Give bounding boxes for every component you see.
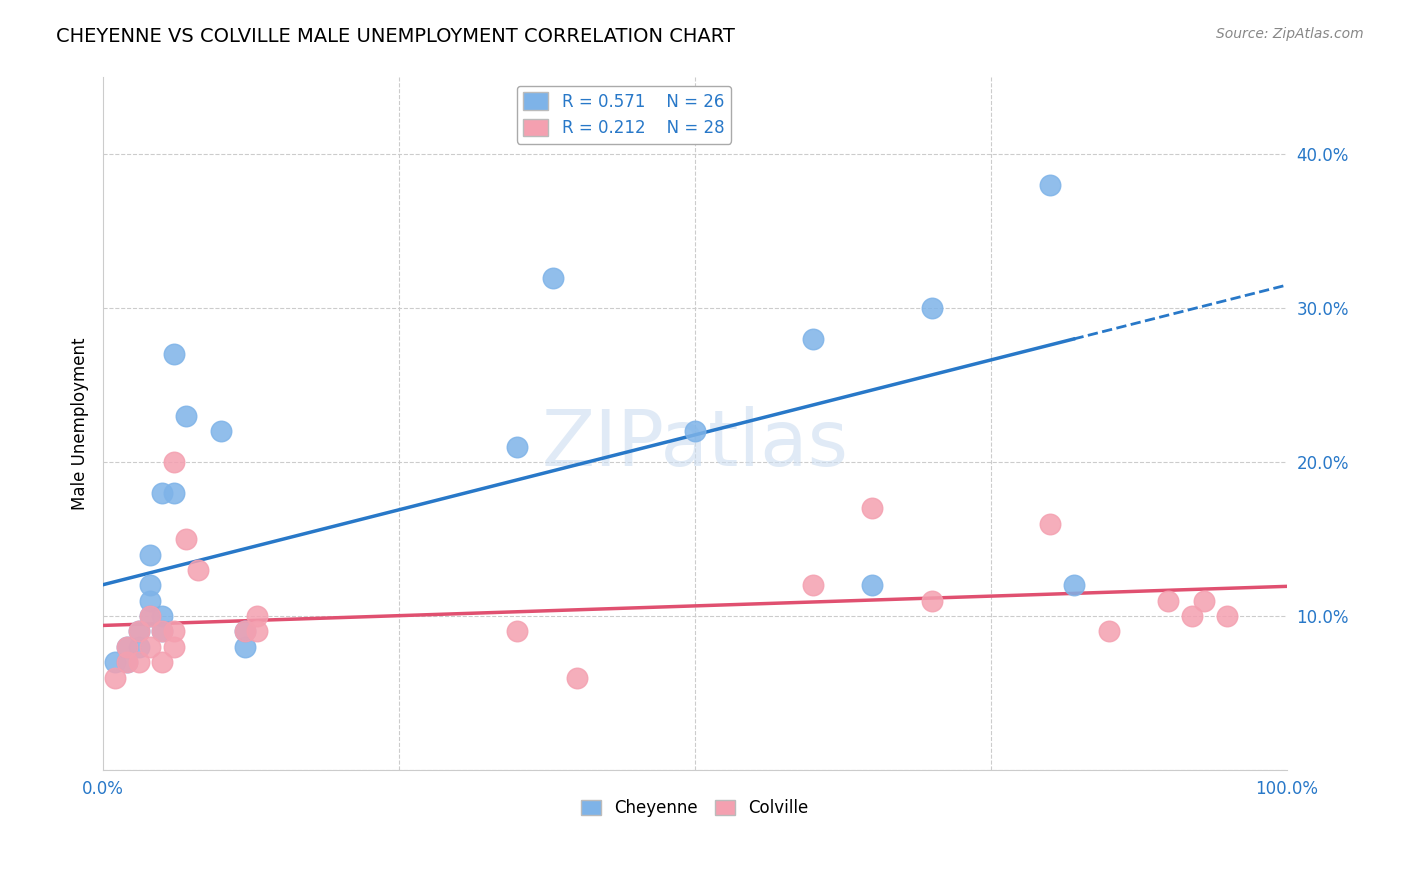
Point xyxy=(128,624,150,639)
Point xyxy=(163,624,186,639)
Point xyxy=(860,578,883,592)
Point xyxy=(174,409,197,423)
Point xyxy=(150,655,173,669)
Point xyxy=(139,609,162,624)
Text: ZIPatlas: ZIPatlas xyxy=(541,407,848,483)
Point xyxy=(246,609,269,624)
Point xyxy=(1181,609,1204,624)
Point xyxy=(115,640,138,654)
Point xyxy=(115,655,138,669)
Point xyxy=(1157,593,1180,607)
Point xyxy=(801,332,824,346)
Point xyxy=(565,671,588,685)
Point xyxy=(860,501,883,516)
Point xyxy=(139,578,162,592)
Point xyxy=(1098,624,1121,639)
Point xyxy=(139,593,162,607)
Point xyxy=(163,486,186,500)
Point xyxy=(104,655,127,669)
Point xyxy=(506,624,529,639)
Point xyxy=(541,270,564,285)
Point xyxy=(1063,578,1085,592)
Point xyxy=(150,624,173,639)
Point xyxy=(115,640,138,654)
Point xyxy=(139,609,162,624)
Point xyxy=(150,486,173,500)
Point xyxy=(150,624,173,639)
Point xyxy=(174,532,197,546)
Point xyxy=(104,671,127,685)
Point xyxy=(233,640,256,654)
Point xyxy=(128,655,150,669)
Point xyxy=(139,640,162,654)
Point xyxy=(115,655,138,669)
Point xyxy=(1216,609,1239,624)
Point xyxy=(187,563,209,577)
Point xyxy=(128,640,150,654)
Point xyxy=(506,440,529,454)
Point xyxy=(211,425,233,439)
Point xyxy=(128,624,150,639)
Point xyxy=(921,301,943,316)
Point xyxy=(1039,178,1062,193)
Legend: Cheyenne, Colville: Cheyenne, Colville xyxy=(575,793,815,824)
Point xyxy=(246,624,269,639)
Point xyxy=(233,624,256,639)
Point xyxy=(1192,593,1215,607)
Point xyxy=(139,548,162,562)
Y-axis label: Male Unemployment: Male Unemployment xyxy=(72,337,89,510)
Point xyxy=(233,624,256,639)
Text: Source: ZipAtlas.com: Source: ZipAtlas.com xyxy=(1216,27,1364,41)
Point xyxy=(921,593,943,607)
Point xyxy=(163,455,186,469)
Point xyxy=(801,578,824,592)
Point xyxy=(150,609,173,624)
Text: CHEYENNE VS COLVILLE MALE UNEMPLOYMENT CORRELATION CHART: CHEYENNE VS COLVILLE MALE UNEMPLOYMENT C… xyxy=(56,27,735,45)
Point xyxy=(163,640,186,654)
Point xyxy=(1039,516,1062,531)
Point xyxy=(163,347,186,361)
Point xyxy=(683,425,706,439)
